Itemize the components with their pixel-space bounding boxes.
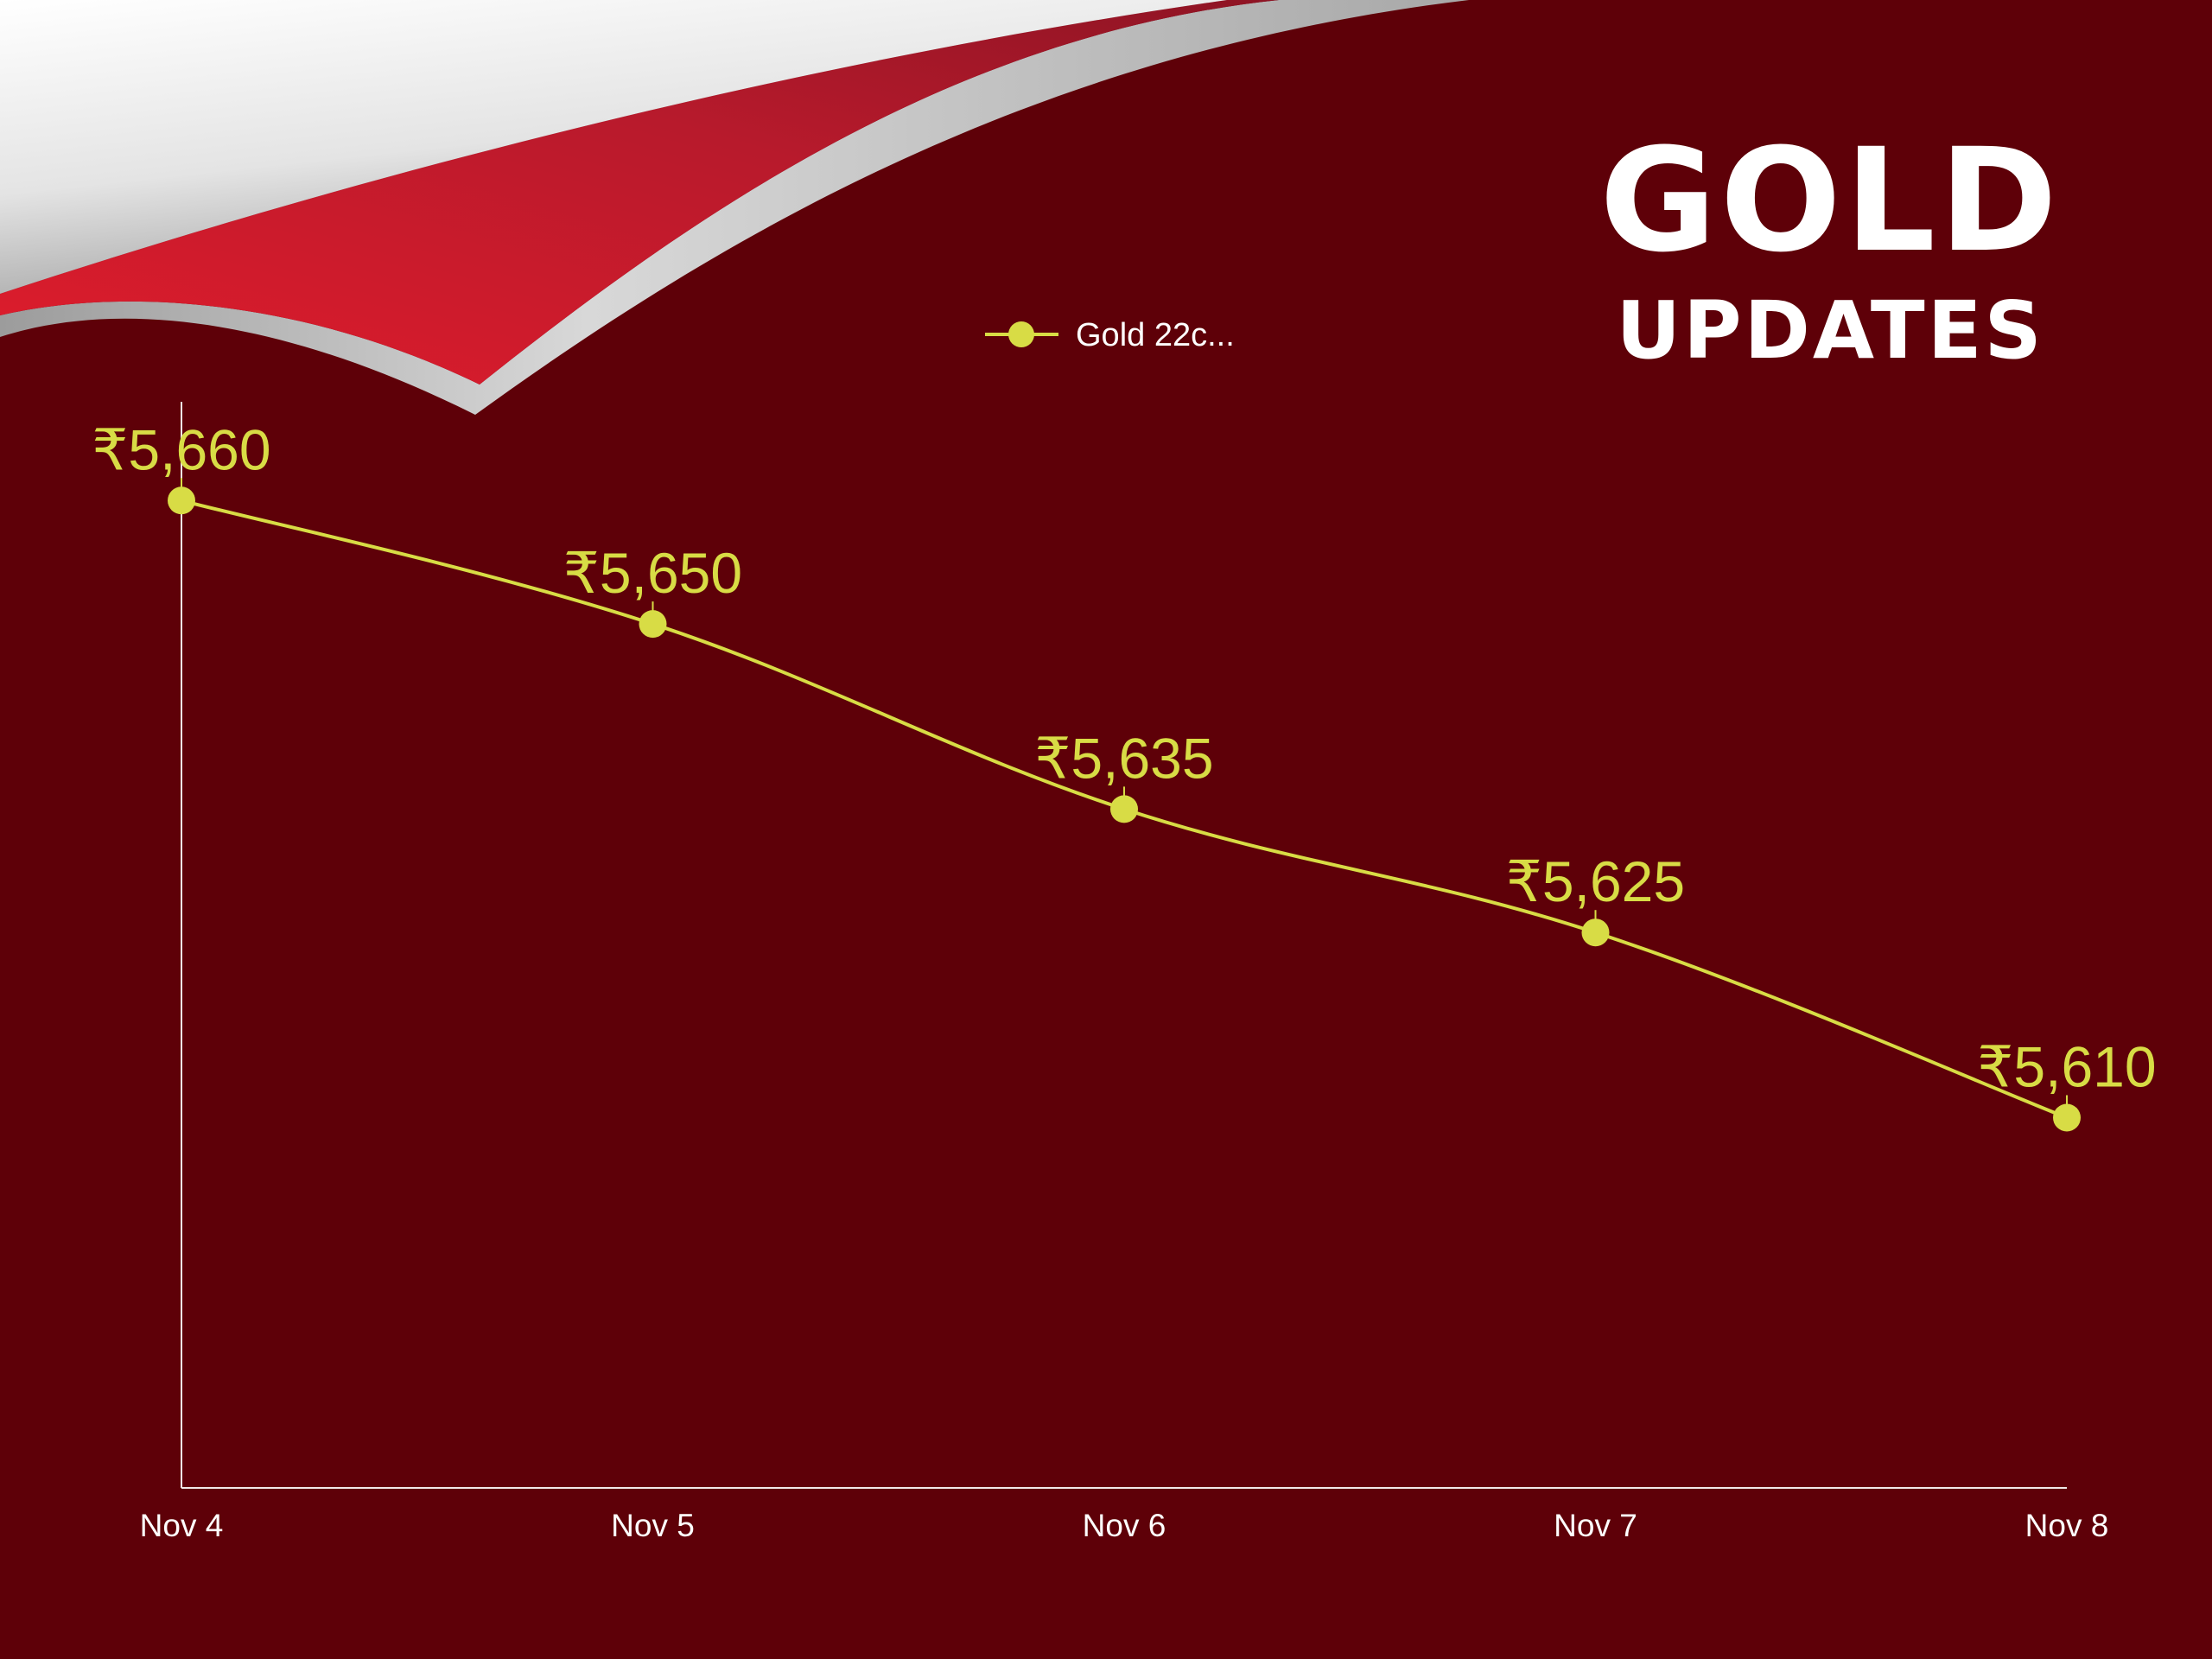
data-label: ₹5,625 [1506, 849, 1685, 913]
x-tick-label: Nov 6 [1083, 1508, 1166, 1543]
brand-subtitle: UPDATES [1616, 284, 2044, 377]
curl-silver-shape [0, 0, 1227, 294]
curl-red-shape [0, 0, 1279, 385]
data-label: ₹5,635 [1034, 726, 1213, 790]
curl-rim-shape [0, 0, 1469, 415]
x-tick-label: Nov 4 [140, 1508, 224, 1543]
data-label: ₹5,610 [1977, 1034, 2156, 1098]
data-point[interactable] [639, 610, 667, 639]
data-label: ₹5,660 [92, 417, 270, 481]
x-tick-label: Nov 8 [2025, 1508, 2109, 1543]
legend-label: Gold 22c... [1076, 317, 1235, 353]
data-point[interactable] [2053, 1103, 2081, 1132]
data-point[interactable] [1581, 918, 1610, 947]
x-tick-label: Nov 5 [611, 1508, 695, 1543]
x-tick-label: Nov 7 [1554, 1508, 1637, 1543]
brand-title: GOLD [1599, 118, 2061, 283]
data-point[interactable] [1110, 795, 1138, 823]
chart-legend: Gold 22c... [985, 317, 1235, 353]
chart-marks: ₹5,660 Nov 4 ₹5,650 Nov 5 ₹5,635 Nov 6 ₹5,625 N… [92, 417, 2156, 1543]
brand-block: GOLD UPDATES [1599, 130, 2061, 371]
data-point[interactable] [168, 486, 195, 515]
data-label: ₹5,650 [563, 541, 742, 605]
legend-dot-marker [1008, 321, 1034, 347]
